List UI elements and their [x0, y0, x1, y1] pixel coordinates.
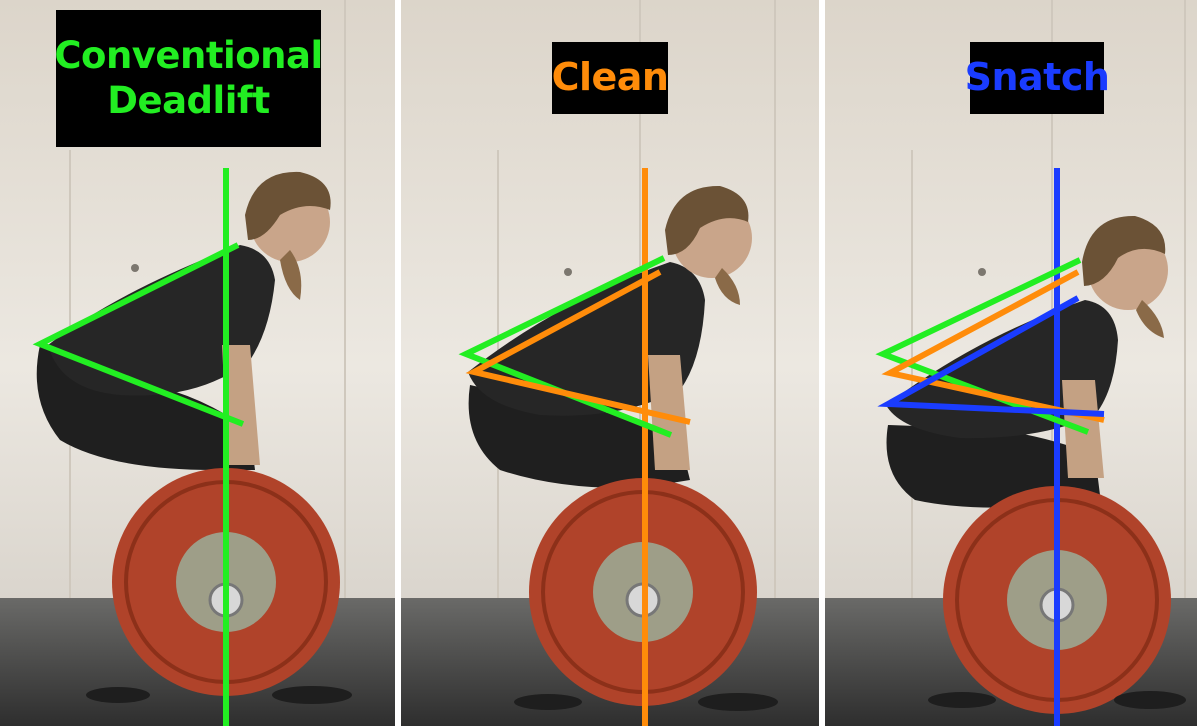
- hip-angle-wedge-clean: [465, 269, 691, 425]
- door-knob: [131, 264, 139, 272]
- beard: [1136, 300, 1164, 338]
- floor-plate: [272, 686, 352, 704]
- hip-angle-wedge-deadlift: [458, 255, 673, 438]
- floor-plate: [1114, 691, 1186, 709]
- beard: [280, 250, 302, 300]
- panel-divider: [395, 0, 401, 726]
- label-clean: Clean: [551, 42, 669, 114]
- floor-plate: [698, 693, 778, 711]
- arm: [648, 355, 690, 470]
- label-conventional-deadlift: Conventional Deadlift: [54, 10, 323, 147]
- hip-angle-wedge: [32, 242, 245, 427]
- hair: [1082, 215, 1166, 286]
- panel-divider: [819, 0, 825, 726]
- arm: [222, 345, 260, 465]
- torso-shirt: [48, 245, 275, 396]
- hip-angle-wedge-snatch: [877, 295, 1105, 417]
- label-text-clean: Clean: [551, 55, 669, 100]
- floor-plate: [928, 692, 996, 708]
- door-knob: [564, 268, 572, 276]
- hip-angle-wedge-deadlift: [875, 257, 1090, 435]
- floor-plate: [514, 694, 582, 710]
- label-text-deadlift: Conventional Deadlift: [54, 34, 323, 122]
- door-knob: [978, 268, 986, 276]
- beard: [715, 268, 740, 305]
- label-snatch: Snatch: [965, 42, 1110, 114]
- floor-plate: [86, 687, 150, 703]
- hair: [245, 171, 331, 240]
- hair: [665, 185, 749, 255]
- label-text-snatch: Snatch: [964, 55, 1110, 100]
- hip-angle-wedge-clean: [881, 269, 1105, 423]
